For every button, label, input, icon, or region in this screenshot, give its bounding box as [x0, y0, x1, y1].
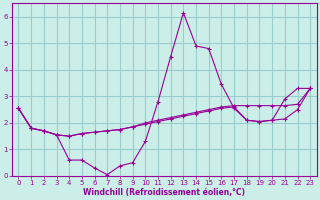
X-axis label: Windchill (Refroidissement éolien,°C): Windchill (Refroidissement éolien,°C) — [83, 188, 245, 197]
